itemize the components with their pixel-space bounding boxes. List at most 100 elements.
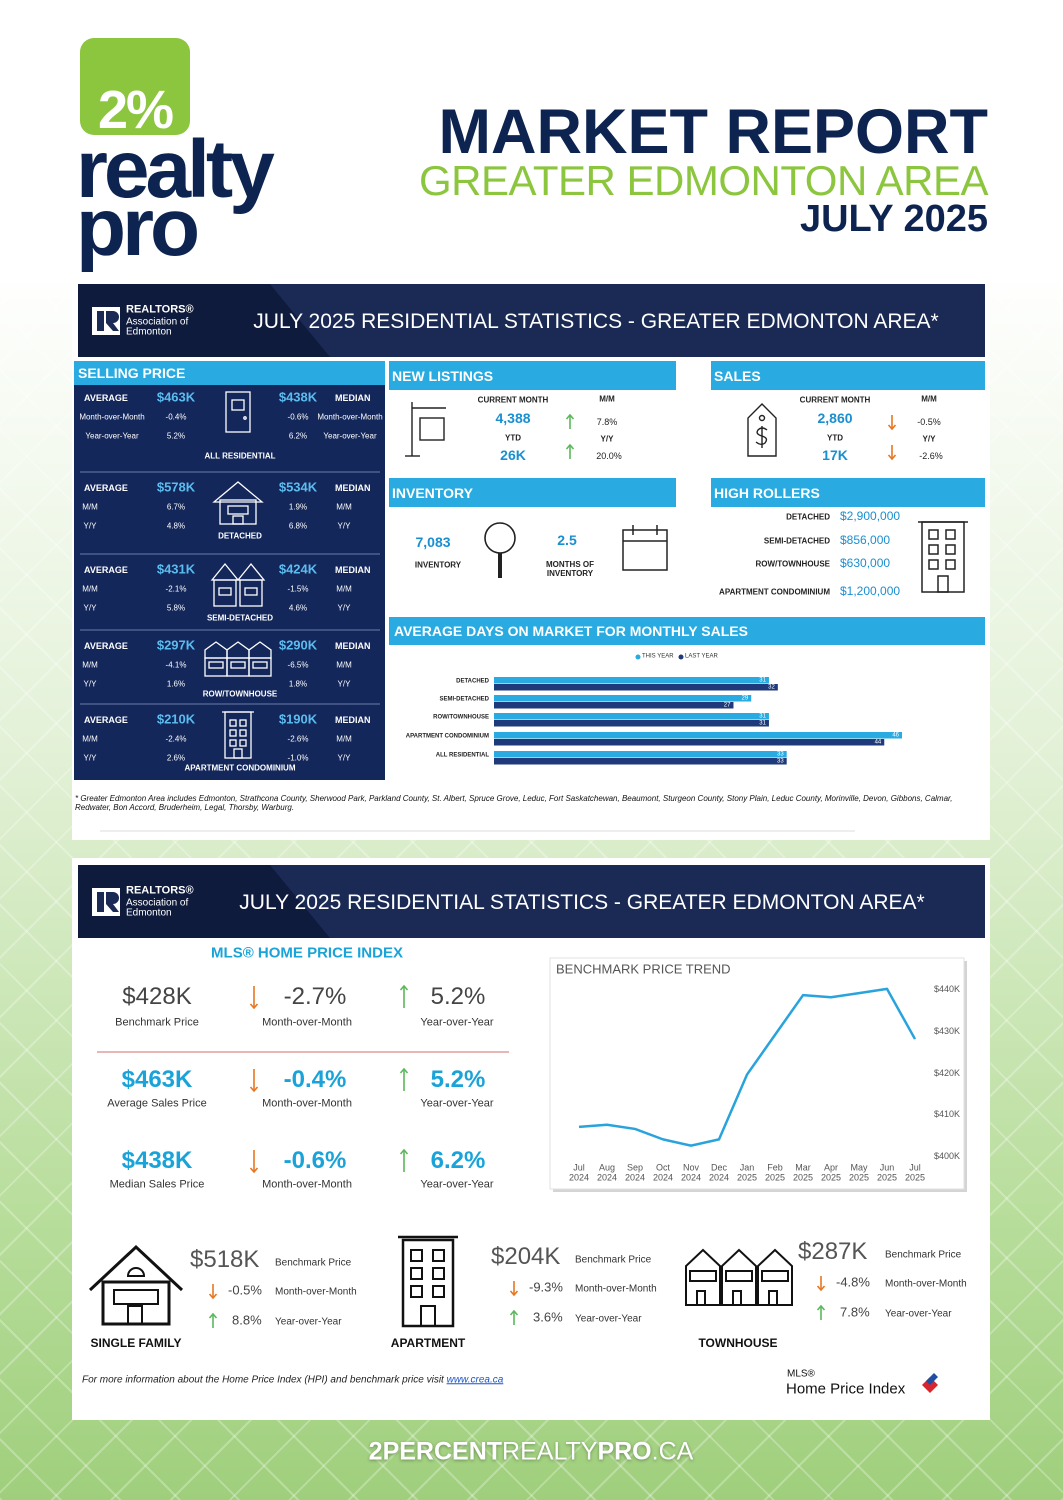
label: MEDIAN [335,640,371,651]
building-icon [945,544,956,555]
hpi-value: $463K [121,1066,193,1094]
change-value: 1.8% [288,679,308,689]
label: Benchmark Price [885,1249,962,1261]
change-value: 1.9% [288,502,308,512]
hpi-value: $428K [122,983,192,1011]
tag-icon [755,426,768,448]
building-icon [945,529,956,540]
hpi-title: MLS® HOME PRICE INDEX [211,944,403,962]
apartment-icon [432,1285,445,1298]
data-label: 46 [892,732,899,739]
median-price: $424K [278,561,318,577]
label: AVERAGE [84,564,128,575]
townhouse-icon [761,1270,789,1282]
org-logo [106,311,119,331]
property-icon [231,399,245,411]
home-type-name: APARTMENT [390,1336,466,1351]
data-label: 31 [759,677,766,684]
label: MEDIAN [335,392,371,403]
building-icon [928,559,939,570]
mm-change: 7.8% [596,416,618,427]
apartment-icon [432,1249,445,1262]
note: For more information about the Home Pric… [82,1374,504,1386]
x-tick-label: Mar 2025 [792,1162,814,1183]
category-label: DETACHED [456,678,489,685]
section-title: SALES [714,367,761,384]
change-value: -4.1% [165,660,187,670]
house-icon [113,1289,159,1305]
arrow [565,413,575,420]
property-icon [227,505,249,515]
property-icon [213,579,237,607]
property-icon [252,661,268,669]
x-tick-label: May 2025 [848,1162,870,1183]
townhouse-icon [732,1290,742,1306]
apartment-icon [432,1267,445,1280]
townhouse-icon [685,1248,793,1306]
change-value: 4.6% [288,603,308,613]
calendar-icon [622,525,668,571]
arrow [249,1086,259,1093]
property-icon [218,587,232,596]
apartment-icon [410,1285,423,1298]
section-title: SELLING PRICE [78,364,186,381]
data-label: 32 [768,684,775,691]
average-price: $578K [156,479,196,495]
property-icon [233,748,243,759]
label: AVERAGE [84,640,128,651]
row-label: M/M [336,502,352,512]
data-label: 33 [777,758,784,765]
org-name: Edmonton [126,326,172,338]
median-price: $438K [278,389,318,405]
legend-swatch [678,654,684,660]
change-value: 6.7% [166,502,186,512]
property-icon [239,719,247,727]
property-type: ROW/TOWNHOUSE [202,689,278,699]
property-icon [212,481,264,503]
high-roller-price: $630,000 [840,556,891,571]
building-icon [928,544,939,555]
arrow [509,1309,519,1316]
property-type: DETACHED [218,531,262,541]
x-tick-label: Jun 2025 [876,1162,898,1183]
label: MEDIAN [335,482,371,493]
tag-icon [758,414,766,422]
x-tick-label: Aug 2024 [596,1162,618,1183]
website-part: PRO [597,1437,652,1466]
label: MEDIAN [335,714,371,725]
link[interactable]: www.crea.ca [446,1374,504,1386]
org-logo [106,892,119,912]
change-value: -1.0% [287,753,309,763]
section-bar [711,361,985,390]
label: MEDIAN [335,564,371,575]
org-name: Association of [126,897,189,909]
arrow [887,424,897,431]
label: Year-over-Year [885,1308,952,1320]
org-logo [97,311,104,331]
property-icon [212,481,264,525]
arrow [816,1304,826,1311]
label: M/M [921,394,937,404]
row-label: M/M [336,734,352,744]
hpi-yy: 5.2% [430,1066,486,1094]
bar [494,732,902,739]
org-name: Edmonton [126,907,172,919]
yy-change: 3.6% [533,1309,563,1325]
panel-heading: JULY 2025 RESIDENTIAL STATISTICS - GREAT… [253,309,939,333]
label: INVENTORY [414,560,462,570]
high-roller-price: $1,200,000 [840,584,901,599]
label: M/M [599,394,615,404]
change-value: 1.6% [166,679,186,689]
property-icon [239,739,247,747]
website-part: REALTY [502,1437,598,1466]
x-tick-label: Jul 2024 [568,1162,590,1183]
current-month: 2,860 [817,409,853,426]
banner-accent [78,865,330,938]
high-roller-type: DETACHED [786,512,830,522]
legend-swatch [635,654,641,660]
row-label: Y/Y [83,521,97,531]
label: MONTHS OF INVENTORY [546,559,594,578]
arrow [249,1167,259,1174]
label: CURRENT MONTH [477,395,549,405]
row-label: Month-over-Month [79,412,145,422]
